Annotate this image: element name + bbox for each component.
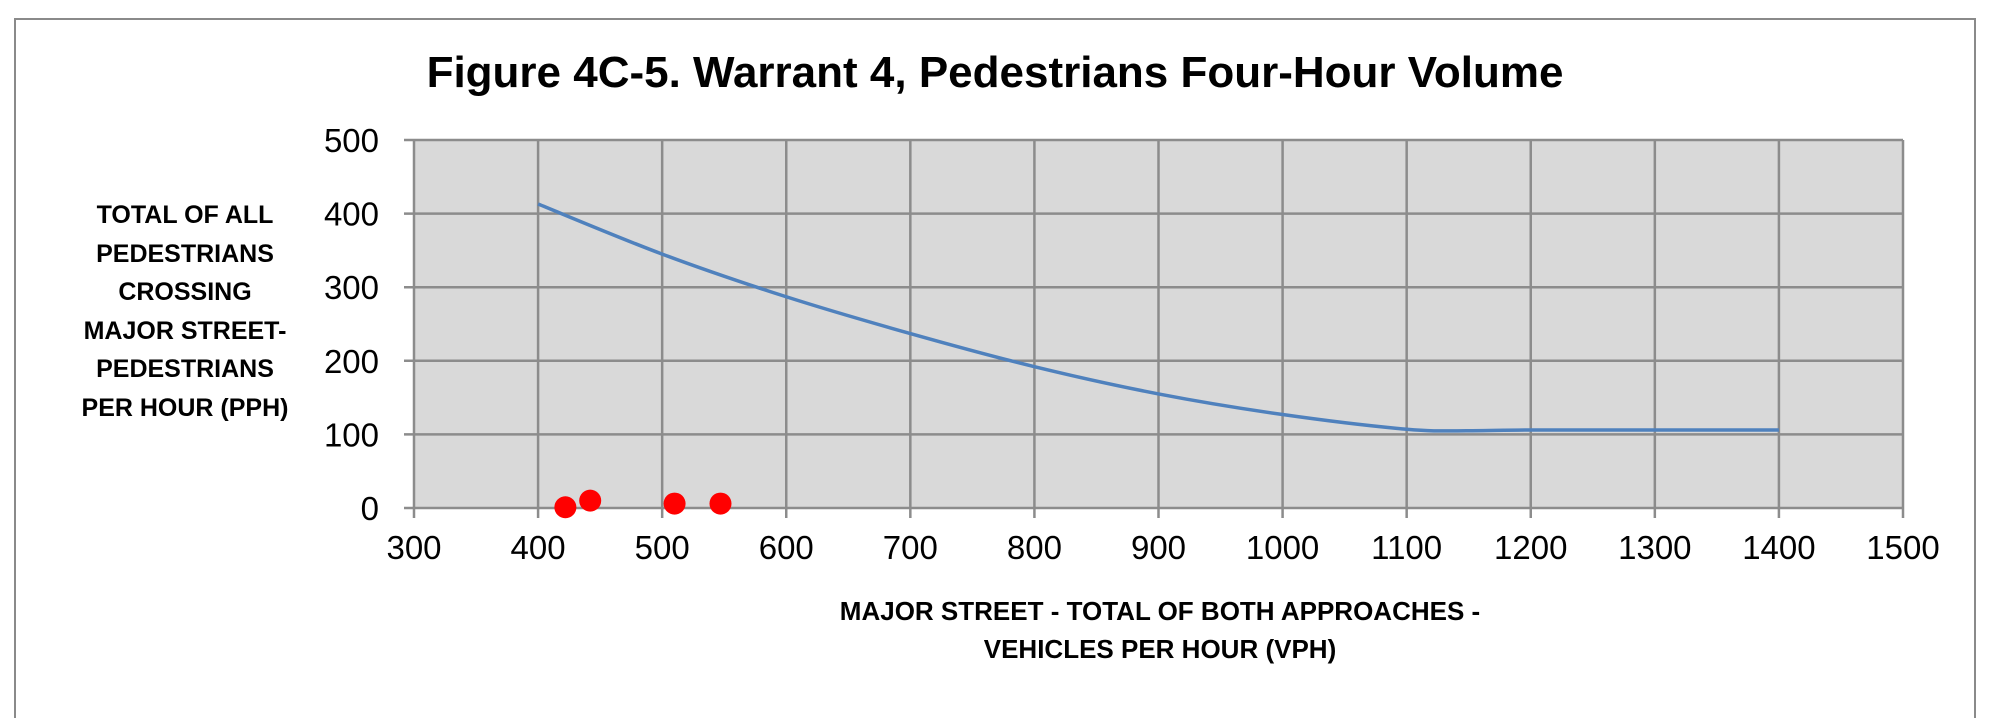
y-tick-label: 300 (324, 269, 379, 306)
chart-title: Figure 4C-5. Warrant 4, Pedestrians Four… (426, 48, 1564, 97)
plot-area: 300 400 500 600 700 800 900 1000 1100 1200 1300 140… (324, 122, 1940, 566)
x-tick-label: 1000 (1246, 529, 1319, 566)
x-tick-label: 500 (635, 529, 690, 566)
data-point (579, 489, 602, 512)
data-point (663, 492, 686, 515)
x-axis-label: MAJOR STREET - TOTAL OF BOTH APPROACHES … (640, 592, 1680, 668)
x-tick-label: 1100 (1371, 529, 1442, 566)
y-tick-label: 400 (324, 196, 379, 233)
y-axis-label: TOTAL OF ALL PEDESTRIANS CROSSING MAJOR … (40, 196, 330, 427)
y-axis-label-line: TOTAL OF ALL (96, 201, 274, 229)
x-axis-label-line: MAJOR STREET - TOTAL OF BOTH APPROACHES … (839, 596, 1481, 626)
warrant-curve-line (537, 202, 1779, 433)
x-tick-label: 600 (759, 529, 814, 566)
x-tick-label: 1200 (1494, 529, 1567, 566)
y-axis-label-line: CROSSING (118, 278, 252, 306)
y-tick-label: 500 (324, 122, 379, 159)
y-tick-label: 200 (324, 343, 379, 380)
x-tick-label: 1500 (1866, 529, 1939, 566)
x-tick-label: 900 (1131, 529, 1186, 566)
data-point (709, 492, 732, 515)
x-tick-label: 400 (511, 529, 566, 566)
x-tick-label: 700 (883, 529, 938, 566)
y-axis-label-line: MAJOR STREET- (83, 316, 287, 345)
x-tick-label: 300 (386, 529, 441, 566)
x-tick-label: 1300 (1618, 529, 1691, 566)
data-point (554, 496, 577, 519)
y-axis-label-line: PEDESTRIANS (96, 239, 274, 268)
x-axis-label-line: VEHICLES PER HOUR (VPH) (983, 634, 1337, 664)
y-axis-label-line: PEDESTRIANS (96, 355, 274, 383)
x-tick-label: 1400 (1742, 529, 1815, 566)
y-tick-label: 100 (324, 416, 379, 453)
y-tick-label: 0 (361, 490, 379, 527)
y-axis-label-line: PER HOUR (PPH) (81, 393, 289, 422)
x-tick-label: 800 (1007, 529, 1062, 566)
